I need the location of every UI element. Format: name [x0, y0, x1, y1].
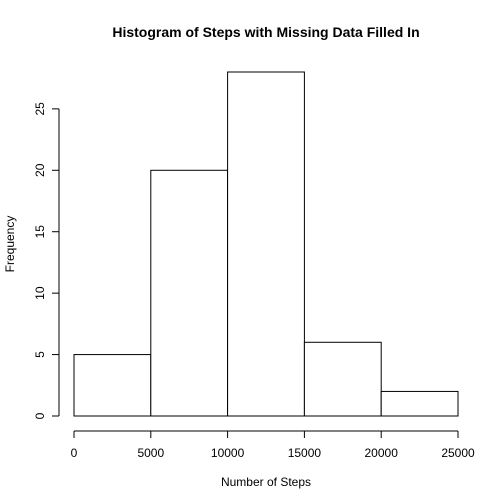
y-tick-label: 25 [33, 102, 47, 116]
y-tick-label: 20 [33, 163, 47, 177]
histogram-bar [303, 341, 382, 417]
y-tick-label: 5 [33, 351, 47, 358]
histogram-bar [73, 354, 152, 417]
y-axis: 0 5 10 15 20 25 [33, 102, 60, 419]
x-axis: 0 5000 10000 15000 20000 25000 [71, 430, 475, 460]
y-axis-label: Frequency [3, 216, 17, 273]
x-tick-label: 25000 [441, 446, 475, 460]
histogram-bar [380, 390, 459, 417]
x-tick-label: 20000 [365, 446, 399, 460]
x-tick-label: 5000 [137, 446, 164, 460]
y-tick-label: 10 [33, 286, 47, 300]
x-tick-label: 0 [71, 446, 78, 460]
x-tick-label: 10000 [211, 446, 245, 460]
bars-group [73, 71, 459, 417]
chart-title: Histogram of Steps with Missing Data Fil… [112, 24, 419, 40]
histogram-bar [227, 71, 305, 417]
x-axis-label: Number of Steps [221, 475, 311, 489]
y-tick-label: 0 [33, 412, 47, 419]
histogram-bar [150, 169, 229, 417]
x-tick-label: 15000 [288, 446, 322, 460]
y-tick-label: 15 [33, 225, 47, 239]
